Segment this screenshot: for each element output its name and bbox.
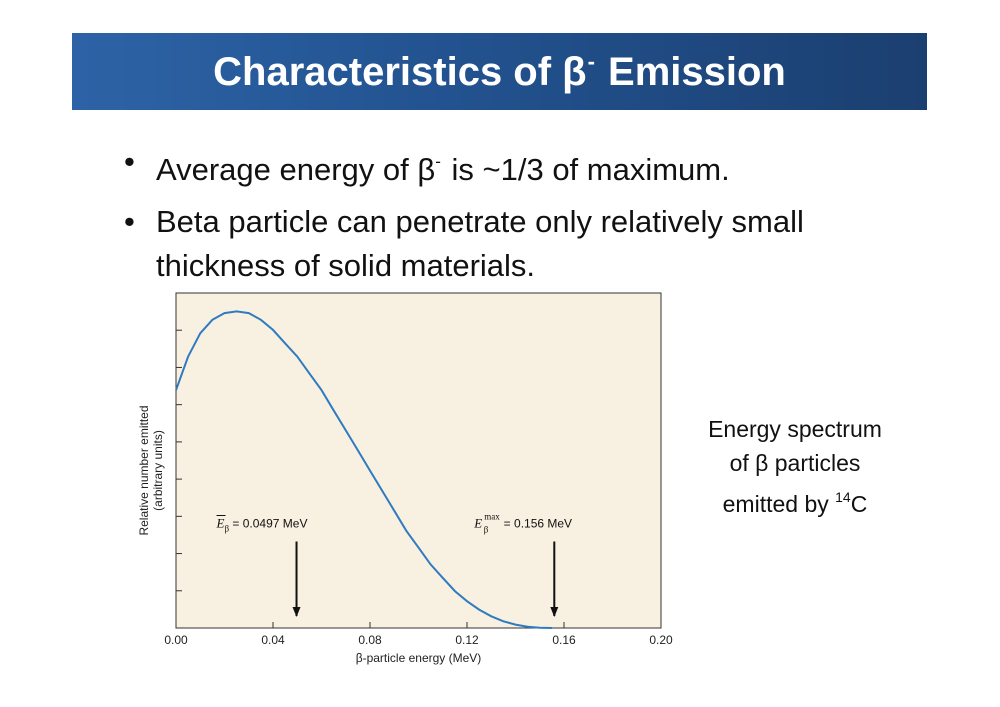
- x-tick-label: 0.00: [164, 633, 188, 647]
- x-tick-label: 0.04: [261, 633, 285, 647]
- annotation-value: = 0.156 MeV: [500, 517, 572, 531]
- title-prefix: Characteristics of β: [213, 49, 587, 94]
- bullet-list: • Average energy of β- is ~1/3 of maximu…: [120, 140, 900, 296]
- bullet-item: • Beta particle can penetrate only relat…: [120, 200, 900, 288]
- chart-caption: Energy spectrum of β particles emitted b…: [680, 412, 910, 521]
- spectrum-curve: [175, 310, 552, 629]
- x-axis-label: β-particle energy (MeV): [356, 651, 482, 665]
- y-ticks: [176, 329, 182, 592]
- bullet-text: Beta particle can penetrate only relativ…: [156, 204, 804, 283]
- plot-area: [175, 292, 662, 629]
- x-ticks: 0.00 0.04 0.08 0.12 0.16 0.20: [164, 622, 673, 647]
- title-superscript: -: [587, 48, 595, 74]
- caption-superscript: 14: [835, 489, 851, 505]
- bullet-item: • Average energy of β- is ~1/3 of maximu…: [120, 140, 900, 192]
- annotation-superscript: max: [484, 512, 500, 522]
- caption-line: emitted by 14C: [680, 480, 910, 521]
- caption-text: emitted by: [722, 491, 836, 517]
- y-axis-label: Relative number emitted: [137, 405, 151, 535]
- bullet-text: Average energy of β: [156, 152, 436, 187]
- x-tick-label: 0.20: [649, 633, 673, 647]
- x-tick-label: 0.12: [455, 633, 479, 647]
- annotation-subscript: β: [484, 525, 489, 535]
- caption-line: Energy spectrum: [708, 416, 882, 442]
- slide-title: Characteristics of β- Emission: [213, 49, 786, 95]
- annotation-subscript: β: [224, 524, 229, 534]
- title-bar: Characteristics of β- Emission: [72, 33, 927, 110]
- annotation-value: = 0.0497 MeV: [229, 517, 307, 531]
- annotation-symbol: E: [473, 516, 482, 531]
- bullet-superscript: -: [435, 152, 441, 171]
- annotation-symbol: E: [216, 516, 225, 531]
- caption-line: of β particles: [729, 450, 861, 476]
- x-tick-label: 0.08: [358, 633, 382, 647]
- bullet-dot-icon: •: [124, 144, 135, 179]
- bullet-text-end: is ~1/3 of maximum.: [442, 152, 730, 187]
- caption-text-end: C: [850, 491, 868, 517]
- y-axis-label-units: (arbitrary units): [151, 430, 165, 511]
- x-tick-label: 0.16: [552, 633, 576, 647]
- title-suffix: Emission: [596, 49, 786, 94]
- bullet-dot-icon: •: [124, 204, 135, 239]
- annotation-label: Eβ = 0.0497 MeV: [216, 516, 308, 534]
